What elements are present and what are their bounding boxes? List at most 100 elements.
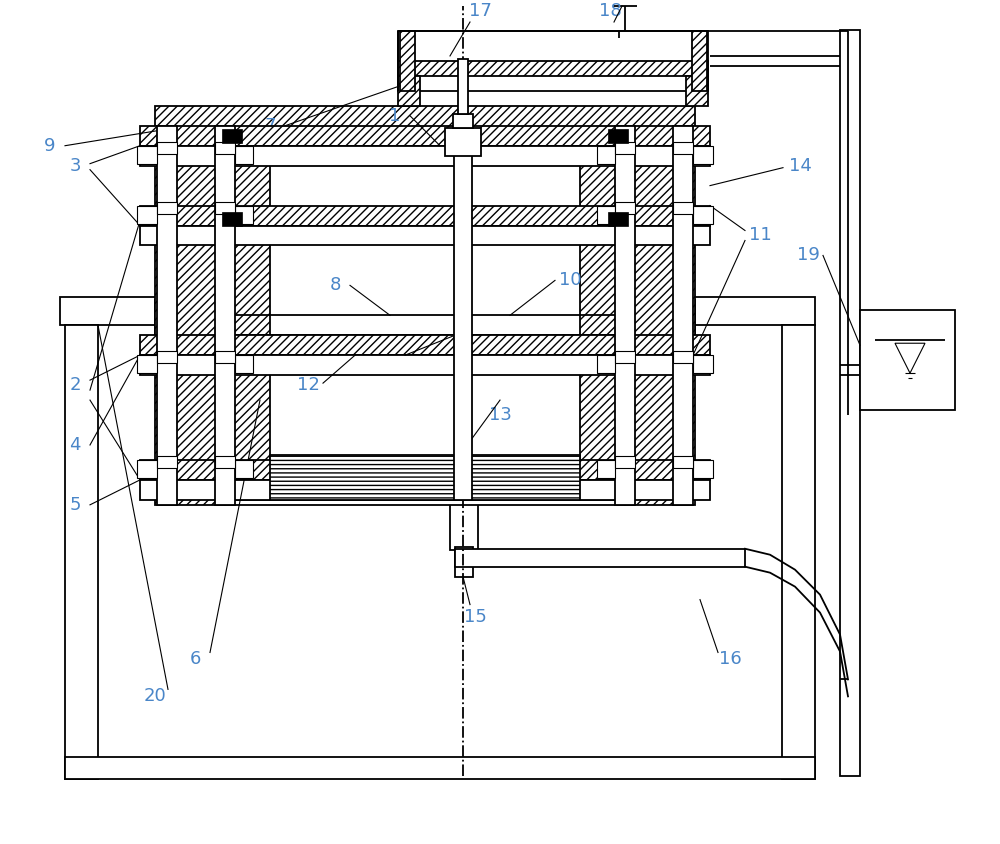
Bar [222,129,242,143]
Bar [140,146,710,165]
Bar [245,375,605,400]
Bar [860,311,955,410]
Bar [673,456,693,468]
Bar [608,129,628,143]
Bar [692,31,707,91]
Bar [840,30,860,776]
Bar [455,547,473,576]
Text: 2: 2 [69,376,81,394]
Bar [673,202,693,214]
Text: 13: 13 [489,406,511,424]
Bar [235,206,253,224]
Bar [453,114,473,127]
Text: 3: 3 [69,157,81,175]
Bar [615,202,635,214]
Bar [625,155,695,505]
Bar [215,142,235,154]
Bar [235,460,253,478]
Bar [693,355,713,373]
Bar [137,146,157,164]
Bar [215,456,235,468]
Bar [400,31,415,91]
Bar [673,351,693,363]
Text: 8: 8 [329,276,341,295]
Text: 1: 1 [389,107,401,125]
Bar [608,212,628,225]
Text: 19: 19 [797,246,819,264]
Bar [140,225,710,246]
Bar [235,146,253,164]
Bar [245,320,305,400]
Bar [157,142,177,154]
Bar [225,155,625,505]
Bar [693,206,713,224]
Text: 15: 15 [464,608,486,625]
Bar [615,142,635,154]
Bar [140,355,710,375]
Bar [137,460,157,478]
Bar [140,335,710,355]
Bar [597,146,615,164]
Bar [615,456,635,468]
Bar [673,126,693,505]
Text: 5: 5 [69,495,81,514]
Bar [615,126,635,505]
Bar [155,155,225,505]
Bar [686,76,708,106]
Bar [673,142,693,154]
Bar [455,549,745,566]
Text: 8: 8 [384,346,396,365]
Bar [398,61,708,76]
Text: 14: 14 [789,157,811,175]
Bar [140,206,710,225]
Bar [155,300,695,355]
Text: 4: 4 [69,436,81,454]
Bar [222,212,242,225]
Bar [597,206,615,224]
Text: 9: 9 [44,137,56,154]
Bar [140,126,710,146]
Bar [693,146,713,164]
Bar [615,351,635,363]
Bar [215,126,235,505]
Bar [157,456,177,468]
Bar [235,355,253,373]
Bar [155,106,695,155]
Bar [597,460,615,478]
Text: 7: 7 [264,116,276,135]
Bar [157,351,177,363]
Bar [398,31,708,91]
Bar [580,155,625,500]
Bar [215,351,235,363]
Bar [458,59,468,114]
Bar [454,141,472,500]
Bar [137,355,157,373]
Bar [782,325,815,779]
Bar [270,455,580,500]
Text: 12: 12 [297,376,319,394]
Bar [65,757,815,779]
Bar [137,206,157,224]
Text: 16: 16 [719,651,741,668]
Bar [597,355,615,373]
Bar [225,155,270,500]
Text: 10: 10 [559,272,581,289]
Bar [450,498,478,549]
Bar [65,325,98,779]
Text: 11: 11 [749,226,771,245]
Bar [157,126,177,505]
Polygon shape [895,344,925,373]
Bar [215,202,235,214]
Bar [545,320,605,400]
Text: 17: 17 [469,2,491,20]
Bar [693,460,713,478]
Bar [157,202,177,214]
Bar [140,480,710,500]
Text: 6: 6 [189,651,201,668]
Text: 18: 18 [599,2,621,20]
Bar [398,76,420,106]
Text: 20: 20 [144,687,166,706]
Bar [140,460,710,480]
Bar [445,127,481,155]
Bar [60,297,815,325]
